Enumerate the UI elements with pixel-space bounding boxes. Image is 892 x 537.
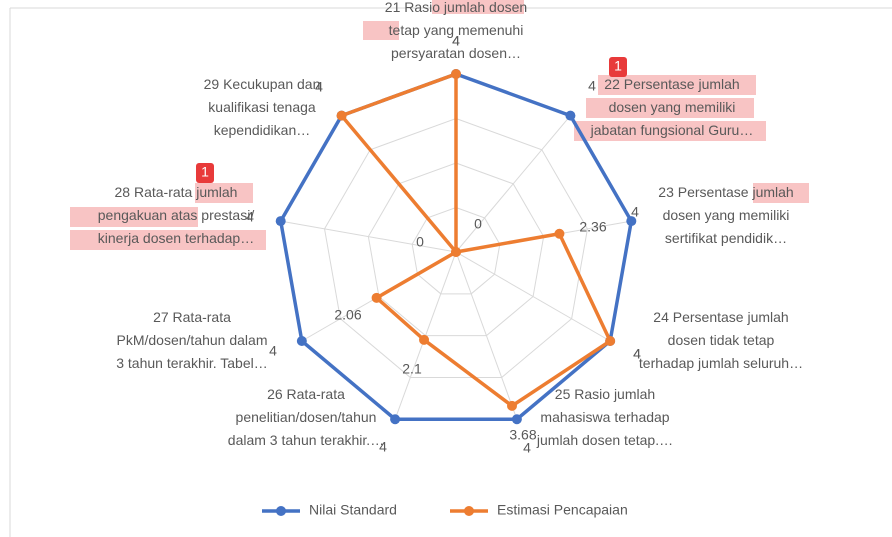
grid-ring	[367, 162, 545, 337]
badge-label: 1	[614, 58, 622, 74]
legend-marker	[464, 506, 474, 516]
legend-marker	[276, 506, 286, 516]
value-label: 3.68	[509, 427, 536, 443]
data-point	[605, 336, 616, 346]
category-label: 29 Kecukupan dan kualifikasi tenaga kepend…	[204, 76, 321, 138]
spoke	[455, 251, 611, 342]
data-point	[554, 228, 565, 239]
data-point	[451, 247, 461, 257]
category-label: 22 Persentase jumlah dosen yang memiliki j…	[590, 76, 754, 138]
value-label: 4	[269, 343, 277, 359]
value-label: 4	[631, 204, 639, 220]
value-label: 4	[452, 33, 460, 49]
category-label: 25 Rasio jumlah mahasiswa terhadap jumlah …	[536, 386, 673, 448]
value-label: 2.1	[402, 361, 422, 377]
value-label: 2.36	[579, 219, 606, 235]
data-point	[565, 110, 576, 121]
spoke	[455, 115, 571, 253]
value-label: 4	[315, 79, 323, 95]
category-label: 23 Persentase jumlah dosen yang memiliki s…	[658, 184, 793, 246]
value-label: 4	[633, 346, 641, 362]
category-label: 21 Rasio jumlah dosen tetap yang memenuhi…	[385, 0, 527, 61]
data-point	[511, 414, 522, 425]
series-line	[339, 72, 612, 408]
value-label: 4	[246, 209, 254, 225]
highlights	[70, 0, 809, 250]
legend-label: Estimasi Pencapaian	[497, 502, 628, 518]
badge	[609, 57, 627, 77]
value-label: 4	[588, 78, 596, 94]
category-label: 24 Persentase jumlah dosen tidak tetap ter…	[639, 309, 803, 371]
value-label: 4	[633, 346, 641, 362]
data-point	[419, 334, 430, 345]
value-label: 0	[416, 234, 424, 250]
grid-ring	[411, 206, 501, 295]
category-label: 28 Rata-rata jumlah pengakuan atas presta…	[98, 184, 255, 246]
labels: 21 Rasio jumlah dosen tetap yang memenuhi…	[98, 0, 803, 518]
badge-label: 1	[201, 164, 209, 180]
data-point	[507, 400, 518, 411]
marks	[275, 69, 637, 425]
value-label: 4	[452, 33, 460, 49]
data-point	[296, 336, 307, 346]
value-label: 4	[379, 439, 387, 455]
legend-label: Nilai Standard	[309, 502, 397, 518]
value-label: 4	[315, 79, 323, 95]
data-point	[275, 216, 286, 227]
grid-ring	[324, 117, 588, 378]
spoke	[280, 220, 457, 253]
spoke	[455, 251, 518, 420]
category-label: 26 Rata-rata penelitian/dosen/tahun dalam …	[228, 386, 384, 448]
category-label: 27 Rata-rata PkM/dosen/tahun dalam 3 tahun…	[116, 309, 268, 371]
value-label: 0	[474, 216, 482, 232]
data-point	[371, 292, 382, 303]
data-point	[626, 216, 637, 227]
data-point	[336, 110, 347, 121]
value-label: 4	[523, 440, 531, 456]
data-point	[390, 414, 401, 425]
series-line	[278, 72, 634, 422]
badge	[196, 163, 214, 183]
data-point	[451, 69, 461, 79]
value-label: 2.06	[334, 307, 361, 323]
